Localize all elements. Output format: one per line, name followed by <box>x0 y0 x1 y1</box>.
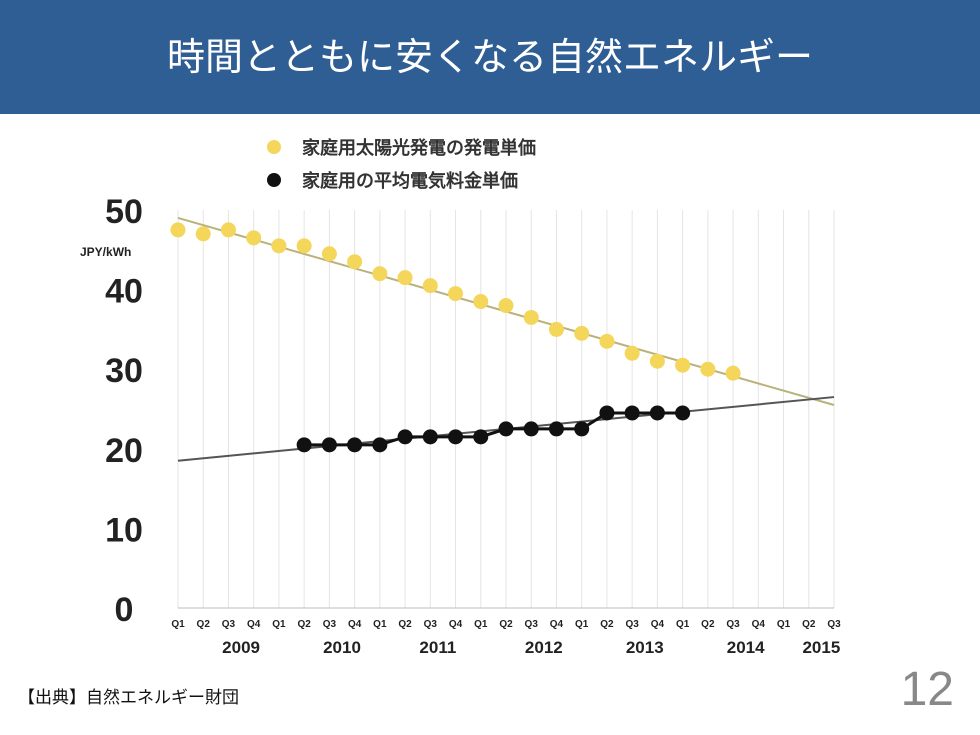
data-point-series-1 <box>246 230 262 246</box>
x-tick-label-quarter: Q1 <box>171 619 185 630</box>
x-tick-label-quarter: Q1 <box>272 619 286 630</box>
legend-label-series-1: 家庭用太陽光発電の発電単価 <box>302 137 536 159</box>
data-point-series-1 <box>473 294 489 310</box>
x-tick-label-quarter: Q2 <box>802 619 816 630</box>
x-tick-label-quarter: Q3 <box>726 619 740 630</box>
x-tick-label-quarter: Q2 <box>197 619 211 630</box>
x-tick-label-quarter: Q1 <box>676 619 690 630</box>
data-point-series-1 <box>422 278 438 294</box>
x-tick-label-year: 2009 <box>222 638 260 657</box>
data-point-series-2 <box>649 405 665 421</box>
x-tick-label-quarter: Q4 <box>449 619 463 630</box>
x-tick-label-quarter: Q4 <box>247 619 261 630</box>
price-trend-chart: 0 10 20 30 40 50 JPY/kWh Q1 Q2 Q3 Q4 Q1 Q2 Q3 Q4 Q1 Q2 Q3… <box>80 137 841 657</box>
data-point-series-2 <box>624 405 640 421</box>
y-tick-label: 30 <box>105 352 143 390</box>
x-tick-label-quarter: Q2 <box>701 619 715 630</box>
x-tick-label-quarter: Q1 <box>373 619 387 630</box>
x-tick-label-quarter: Q3 <box>525 619 539 630</box>
x-tick-label-year: 2015 <box>802 638 840 657</box>
data-point-series-2 <box>473 429 489 445</box>
data-point-series-2 <box>422 429 438 445</box>
data-point-series-2 <box>498 421 514 437</box>
data-point-series-1 <box>700 361 716 377</box>
slide-title: 時間とともに安くなる自然エネルギー <box>166 35 813 79</box>
x-tick-label-quarter: Q2 <box>600 619 614 630</box>
data-point-series-2 <box>321 437 337 453</box>
data-point-series-1 <box>372 266 388 282</box>
y-tick-label: 20 <box>105 432 143 470</box>
data-point-series-1 <box>498 298 514 314</box>
x-tick-label-quarter: Q1 <box>575 619 589 630</box>
data-point-series-1 <box>599 333 615 349</box>
y-axis-unit-label: JPY/kWh <box>80 245 131 259</box>
y-tick-label: 50 <box>105 193 143 231</box>
data-point-series-1 <box>321 246 337 262</box>
data-point-series-2 <box>675 405 691 421</box>
x-tick-label-quarter: Q3 <box>222 619 236 630</box>
data-point-series-2 <box>599 405 615 421</box>
data-point-series-1 <box>725 365 741 381</box>
data-point-series-2 <box>548 421 564 437</box>
source-note: 【出典】自然エネルギー財団 <box>18 688 239 708</box>
data-point-series-1 <box>220 222 236 238</box>
series-line-series-2 <box>304 411 683 447</box>
data-point-series-2 <box>397 429 413 445</box>
data-point-series-2 <box>523 421 539 437</box>
axis-layer: 0 10 20 30 40 50 JPY/kWh Q1 Q2 Q3 Q4 Q1 Q2 Q3 Q4 Q1 Q2 Q3… <box>80 193 841 657</box>
data-point-series-1 <box>574 325 590 341</box>
x-tick-label-quarter: Q4 <box>348 619 362 630</box>
legend-label-series-2: 家庭用の平均電気料金単価 <box>302 170 518 192</box>
data-point-series-2 <box>372 437 388 453</box>
x-tick-label-year: 2013 <box>626 638 664 657</box>
x-tick-label-quarter: Q3 <box>424 619 438 630</box>
data-point-series-1 <box>170 222 186 238</box>
data-point-series-1 <box>523 309 539 325</box>
data-point-series-1 <box>448 286 464 302</box>
x-tick-label-quarter: Q3 <box>625 619 639 630</box>
x-tick-label-quarter: Q2 <box>297 619 311 630</box>
data-point-series-1 <box>271 238 287 254</box>
x-tick-label-year: 2012 <box>525 638 563 657</box>
data-point-series-2 <box>574 421 590 437</box>
x-tick-label-year: 2014 <box>727 638 765 657</box>
x-tick-label-quarter: Q1 <box>474 619 488 630</box>
page-number: 12 <box>900 663 954 716</box>
legend-marker-series-1 <box>267 140 281 154</box>
data-point-series-2 <box>296 437 312 453</box>
data-point-series-2 <box>347 437 363 453</box>
y-tick-label: 10 <box>105 511 143 549</box>
data-point-series-2 <box>448 429 464 445</box>
x-tick-label-quarter: Q3 <box>323 619 337 630</box>
y-tick-label: 40 <box>105 273 143 311</box>
legend-marker-series-2 <box>267 173 281 187</box>
y-tick-label: 0 <box>115 591 134 629</box>
x-tick-label-quarter: Q4 <box>550 619 564 630</box>
data-point-series-1 <box>649 353 665 369</box>
point-layer <box>170 222 741 453</box>
x-tick-label-quarter: Q1 <box>777 619 791 630</box>
grid-layer <box>177 210 835 609</box>
title-bar <box>0 0 980 114</box>
x-tick-label-quarter: Q4 <box>752 619 766 630</box>
x-tick-label-quarter: Q4 <box>651 619 665 630</box>
data-point-series-1 <box>195 226 211 242</box>
data-point-series-1 <box>296 238 312 254</box>
x-tick-label-quarter: Q3 <box>827 619 841 630</box>
data-point-series-1 <box>347 254 363 270</box>
x-tick-label-quarter: Q2 <box>398 619 412 630</box>
data-point-series-1 <box>548 321 564 337</box>
x-tick-label-quarter: Q2 <box>499 619 513 630</box>
data-point-series-1 <box>675 357 691 373</box>
x-tick-label-year: 2010 <box>323 638 361 657</box>
x-tick-label-year: 2011 <box>419 638 456 657</box>
data-point-series-1 <box>397 270 413 286</box>
data-point-series-1 <box>624 345 640 361</box>
